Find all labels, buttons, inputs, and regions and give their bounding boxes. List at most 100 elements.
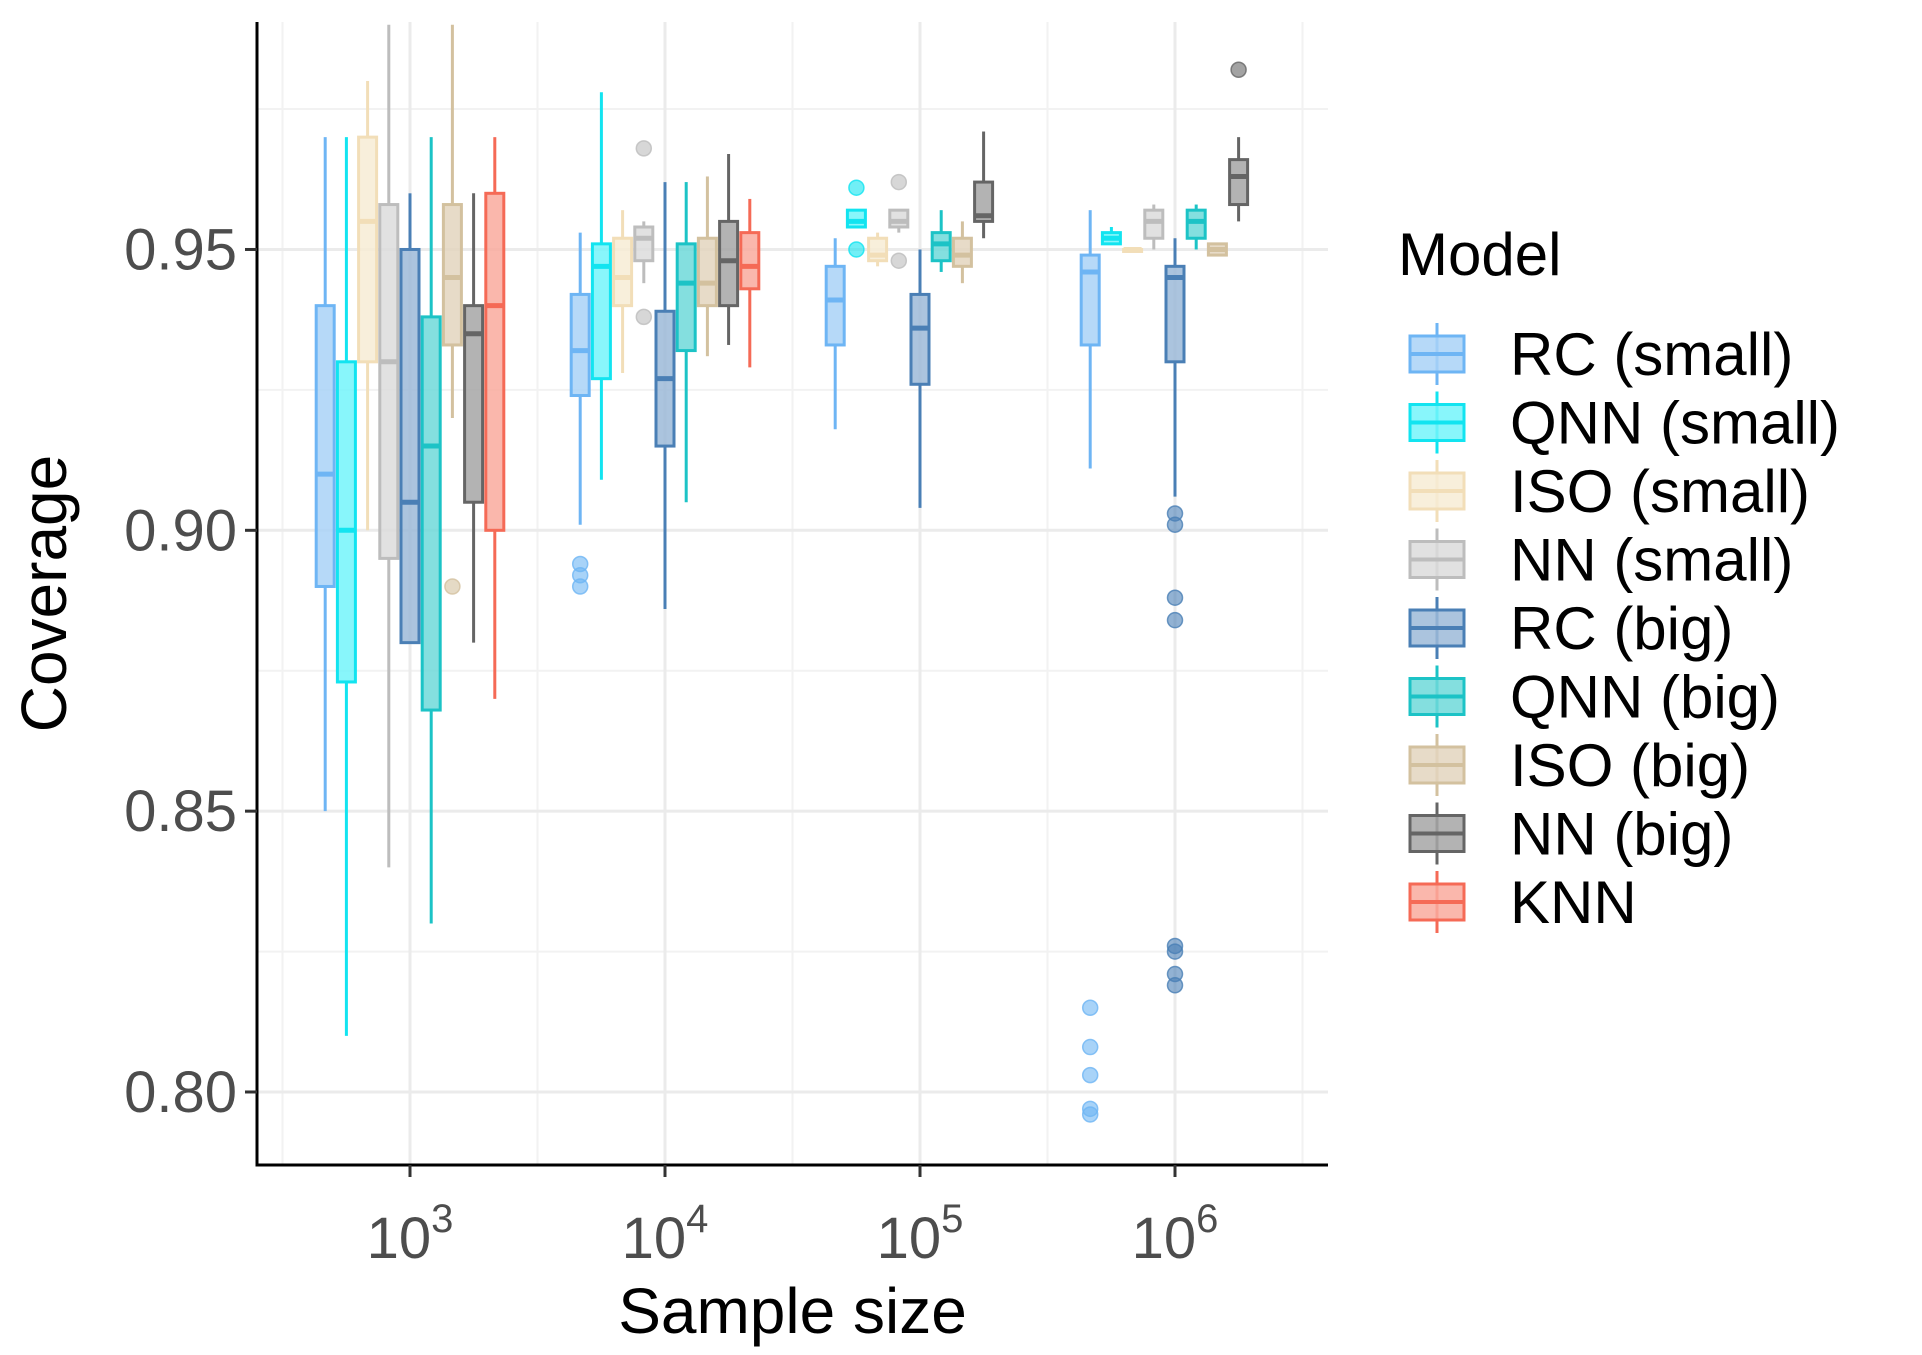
outlier-point (890, 252, 908, 269)
box-iqr (1079, 253, 1101, 347)
box-rc-big (1164, 238, 1186, 994)
box-group-10e4 (569, 92, 761, 609)
x-axis-title: Sample size (618, 1275, 967, 1347)
box-iqr (633, 225, 655, 263)
box-group-10e6 (1079, 61, 1250, 1123)
legend-label: RC (small) (1510, 321, 1793, 388)
legend-label: QNN (big) (1510, 664, 1780, 731)
box-iso-big (1206, 242, 1228, 257)
y-axis-title: Coverage (8, 455, 80, 733)
box-iqr (675, 242, 697, 353)
legend-item-nn-small: NN (small) (1408, 527, 1793, 594)
box-iso-big (441, 24, 463, 595)
y-tick-label: 0.80 (124, 1060, 237, 1125)
box-rc-small (824, 238, 846, 430)
outlier-point (571, 578, 589, 595)
box-iqr (590, 242, 612, 381)
box-rc-big (399, 193, 421, 645)
box-iqr (1185, 208, 1207, 240)
outlier-point (635, 140, 653, 157)
box-qnn-big (930, 210, 952, 272)
box-nn-big (1228, 61, 1250, 222)
outlier-point (1166, 589, 1184, 606)
axes: 0.80 0.85 0.90 0.95 103 104 105 106 Sample size C… (8, 22, 1328, 1347)
box-qnn-small (590, 92, 612, 480)
box-iqr (845, 208, 867, 229)
box-knn (739, 198, 761, 368)
legend-item-knn: KNN (1408, 869, 1637, 936)
y-tick-label: 0.85 (124, 779, 237, 844)
legend-item-rc-small: RC (small) (1408, 321, 1793, 388)
box-iqr (973, 180, 995, 223)
outlier-point (890, 173, 908, 191)
outlier-point (848, 241, 865, 258)
box-iqr (420, 315, 442, 712)
box-qnn-small (1100, 227, 1122, 246)
box-qnn-small (845, 179, 867, 258)
legend-label: ISO (small) (1510, 458, 1810, 525)
box-iqr (569, 292, 591, 398)
box-qnn-big (1185, 204, 1207, 250)
legend-item-iso-small: ISO (small) (1408, 458, 1810, 525)
box-iqr (378, 203, 400, 560)
box-iqr (909, 292, 931, 386)
box-qnn-small (335, 137, 357, 1036)
outlier-point (848, 179, 865, 196)
box-nn-small (378, 24, 400, 868)
box-iqr (1164, 264, 1186, 364)
box-qnn-big (675, 182, 697, 503)
box-iso-small (867, 232, 889, 267)
legend-label: KNN (1510, 869, 1637, 936)
box-iso-small (357, 80, 379, 531)
box-iqr (399, 247, 421, 645)
box-iqr (357, 135, 379, 364)
box-iqr (484, 191, 506, 532)
x-tick-label: 106 (1132, 1197, 1219, 1271)
y-tick-label: 0.95 (124, 217, 237, 282)
box-iso-big (696, 176, 718, 357)
box-group-10e5 (824, 131, 995, 508)
box-knn (484, 137, 506, 699)
box-iqr (951, 236, 973, 268)
outlier-point (1081, 1066, 1099, 1084)
box-iqr (930, 231, 952, 263)
box-iso-small (1122, 246, 1144, 253)
box-iqr (463, 304, 485, 504)
box-rc-small (569, 232, 591, 595)
box-rc-small (1079, 210, 1101, 1123)
box-rc-big (654, 182, 676, 609)
legend-title: Model (1398, 221, 1561, 288)
box-iqr (612, 236, 634, 308)
box-iqr (335, 360, 357, 684)
legend-label: ISO (big) (1510, 732, 1750, 799)
box-iqr (718, 219, 740, 308)
box-iqr (824, 264, 846, 347)
box-rc-big (909, 249, 931, 508)
box-iqr (696, 236, 718, 308)
box-qnn-big (420, 137, 442, 924)
box-group-10e3 (314, 24, 506, 1036)
box-nn-small (633, 140, 655, 326)
x-tick-label: 104 (622, 1197, 709, 1271)
legend-label: NN (small) (1510, 527, 1793, 594)
legend-label: QNN (small) (1510, 390, 1840, 457)
box-iqr (888, 208, 910, 229)
outlier-point (1166, 516, 1184, 533)
box-rc-small (314, 137, 336, 812)
legend-item-nn-big: NN (big) (1408, 801, 1733, 868)
box-series (314, 24, 1250, 1123)
outlier-point (1081, 1038, 1099, 1056)
legend-label: NN (big) (1510, 801, 1733, 868)
outlier-point (1081, 1106, 1099, 1123)
legend-item-qnn-small: QNN (small) (1408, 390, 1840, 457)
box-nn-big (718, 153, 740, 345)
x-tick-label: 105 (877, 1197, 964, 1271)
outlier-point (444, 578, 461, 595)
legend-item-rc-big: RC (big) (1408, 595, 1733, 662)
box-nn-big (973, 131, 995, 239)
box-iso-small (612, 210, 634, 374)
box-iqr (441, 203, 463, 347)
outlier-point (1081, 999, 1099, 1016)
box-nn-small (1143, 204, 1165, 250)
